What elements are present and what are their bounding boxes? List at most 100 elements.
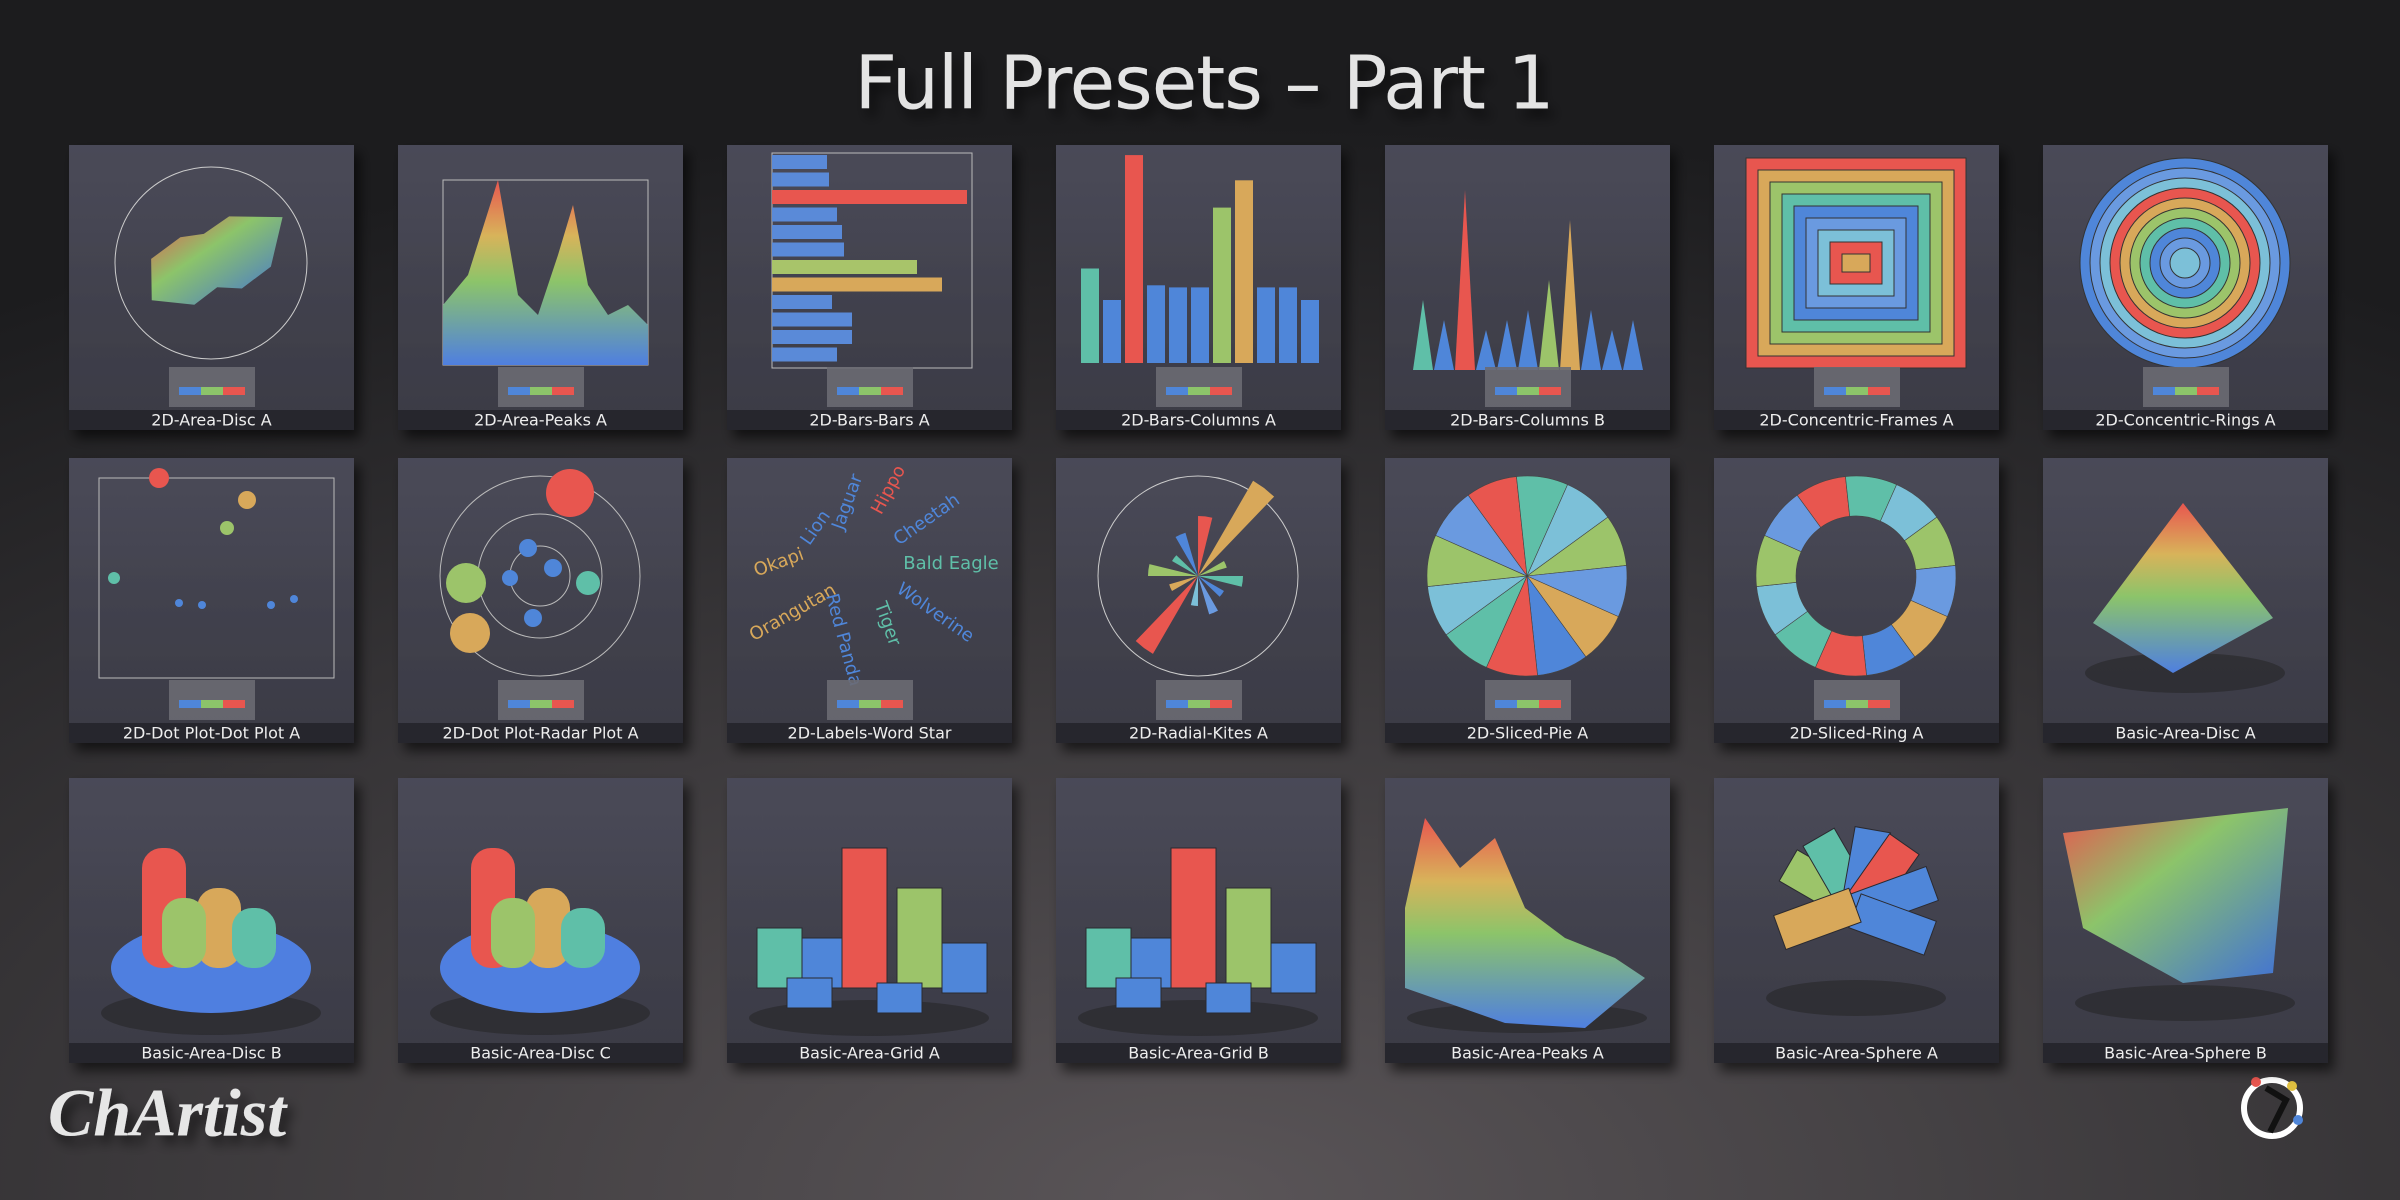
- axis-ring: [1097, 475, 1299, 677]
- kite: [1148, 564, 1198, 576]
- caption-band: [398, 723, 683, 743]
- legend-swatch: [881, 387, 903, 395]
- kite: [1169, 576, 1198, 591]
- spike: [1560, 220, 1580, 370]
- tile-caption: 2D-Dot Plot-Radar Plot A: [442, 724, 638, 743]
- column: [1213, 207, 1231, 363]
- spike: [1539, 280, 1559, 370]
- preset-tile[interactable]: Basic-Area-Disc A: [2043, 458, 2328, 743]
- legend-swatch: [1210, 387, 1232, 395]
- caption-band: [1056, 1043, 1341, 1063]
- preset-tile[interactable]: Basic-Area-Disc B: [69, 778, 354, 1063]
- bar: [772, 155, 827, 169]
- preset-tile[interactable]: Basic-Area-Disc C: [398, 778, 683, 1063]
- block: [896, 887, 943, 989]
- dot: [238, 491, 256, 509]
- preset-tile[interactable]: Basic-Area-Sphere A: [1714, 778, 1999, 1063]
- kite: [1198, 576, 1224, 597]
- kite: [1198, 480, 1275, 576]
- spike: [1455, 190, 1475, 370]
- pillar: [561, 908, 605, 968]
- caption-band: [727, 410, 1012, 430]
- spike: [1476, 330, 1496, 370]
- preset-tile[interactable]: 2D-Bars-Columns A: [1056, 145, 1341, 430]
- preset-tile[interactable]: Basic-Area-Grid B: [1056, 778, 1341, 1063]
- legend-swatch: [1539, 700, 1561, 708]
- preset-tile[interactable]: 2D-Bars-Columns B: [1385, 145, 1670, 430]
- kite: [1198, 561, 1227, 576]
- legend-swatch: [1824, 700, 1846, 708]
- preset-tile[interactable]: Basic-Area-Grid A: [727, 778, 1012, 1063]
- legend-swatch: [508, 387, 530, 395]
- bar: [772, 312, 852, 327]
- spike: [1623, 320, 1643, 370]
- preset-tile[interactable]: 2D-Sliced-Pie A: [1385, 458, 1670, 743]
- preset-tile[interactable]: 2D-Dot Plot-Dot Plot A: [69, 458, 354, 743]
- legend-swatch: [530, 387, 552, 395]
- block: [841, 847, 888, 989]
- kite: [1172, 555, 1198, 576]
- spike: [1518, 310, 1538, 370]
- legend-swatch: [2197, 387, 2219, 395]
- bar: [772, 207, 837, 222]
- tile-caption: Basic-Area-Peaks A: [1451, 1044, 1604, 1063]
- tile-caption: Basic-Area-Grid A: [799, 1044, 940, 1063]
- legend-swatch: [2175, 387, 2197, 395]
- legend-swatch: [1824, 387, 1846, 395]
- preset-tile[interactable]: Basic-Area-Sphere B: [2043, 778, 2328, 1063]
- tile-caption: Basic-Area-Sphere B: [2104, 1044, 2267, 1063]
- bubble: [502, 570, 518, 586]
- pillar: [232, 908, 276, 968]
- block: [1225, 887, 1272, 989]
- bubble: [519, 539, 537, 557]
- axis-ring: [439, 475, 641, 677]
- bar: [772, 260, 917, 274]
- tile-caption: 2D-Dot Plot-Dot Plot A: [123, 724, 300, 743]
- column: [1147, 285, 1165, 363]
- kite: [1198, 576, 1243, 587]
- block: [786, 977, 833, 1009]
- legend-swatch: [1539, 387, 1561, 395]
- surface: [2063, 808, 2288, 983]
- preset-tile[interactable]: 2D-Concentric-Rings A: [2043, 145, 2328, 430]
- caption-band: [2043, 723, 2328, 743]
- slice: [1764, 494, 1822, 553]
- tile-caption: Basic-Area-Sphere A: [1775, 1044, 1938, 1063]
- bar: [772, 225, 842, 239]
- caption-band: [1385, 410, 1670, 430]
- legend-swatch: [201, 700, 223, 708]
- spike: [1581, 310, 1601, 370]
- column: [1081, 268, 1099, 363]
- shadow: [2085, 653, 2285, 693]
- shape: [443, 180, 648, 365]
- dot: [108, 572, 120, 584]
- preset-tile[interactable]: 2D-Concentric-Frames A: [1714, 145, 1999, 430]
- legend-swatch: [179, 700, 201, 708]
- corner-icon: [2241, 1077, 2303, 1139]
- block: [941, 942, 988, 994]
- caption-band: [1385, 723, 1670, 743]
- frame: [1841, 253, 1871, 273]
- spike: [1434, 320, 1454, 370]
- preset-tile[interactable]: 2D-Dot Plot-Radar Plot A: [398, 458, 683, 743]
- kite: [1175, 532, 1198, 576]
- surface: [1405, 818, 1645, 1028]
- bar: [772, 277, 942, 292]
- column: [1169, 287, 1187, 363]
- column: [1103, 300, 1121, 363]
- dot: [149, 468, 169, 488]
- preset-tile[interactable]: Basic-Area-Peaks A: [1385, 778, 1670, 1063]
- preset-tile[interactable]: 2D-Area-Peaks A: [398, 145, 683, 430]
- preset-tile[interactable]: 2D-Bars-Bars A: [727, 145, 1012, 430]
- preset-tile[interactable]: 2D-Radial-Kites A: [1056, 458, 1341, 743]
- tile-grid: 2D-Area-Disc A 2D-Area-Peaks A 2D-Bars-Bar…: [69, 145, 2328, 1063]
- block: [1170, 847, 1217, 989]
- legend-swatch: [859, 700, 881, 708]
- tile-caption: Basic-Area-Grid B: [1128, 1044, 1269, 1063]
- pillar: [526, 888, 570, 968]
- preset-tile[interactable]: 2D-Area-Disc A: [69, 145, 354, 430]
- preset-tile[interactable]: 2D-Sliced-Ring A: [1714, 458, 1999, 743]
- bar: [772, 347, 837, 362]
